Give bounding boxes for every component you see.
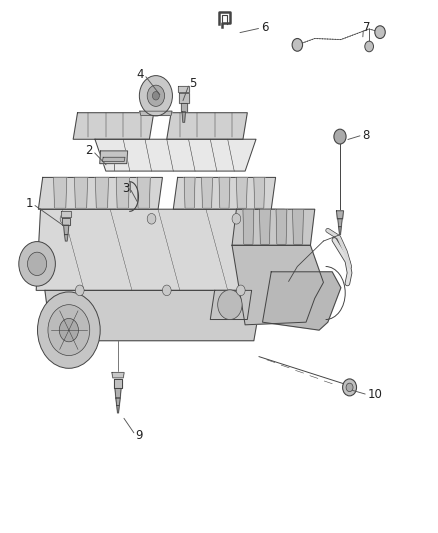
Polygon shape (114, 379, 122, 389)
Polygon shape (336, 211, 343, 219)
Polygon shape (64, 235, 68, 241)
Circle shape (147, 85, 165, 107)
Polygon shape (74, 177, 88, 208)
Polygon shape (259, 209, 270, 244)
Text: 6: 6 (261, 21, 269, 35)
Circle shape (375, 26, 385, 38)
Polygon shape (243, 209, 254, 244)
Circle shape (162, 285, 171, 296)
Polygon shape (262, 272, 341, 330)
Polygon shape (112, 373, 124, 378)
Polygon shape (137, 177, 150, 208)
Text: 5: 5 (189, 77, 197, 90)
Polygon shape (95, 177, 109, 208)
Polygon shape (45, 290, 262, 341)
Polygon shape (102, 157, 125, 161)
Circle shape (28, 252, 47, 276)
Text: 3: 3 (122, 182, 130, 195)
Circle shape (346, 383, 353, 392)
Polygon shape (182, 112, 185, 122)
Polygon shape (179, 93, 188, 103)
Circle shape (19, 241, 55, 286)
Polygon shape (232, 209, 315, 245)
Polygon shape (181, 103, 187, 112)
Text: 2: 2 (85, 144, 93, 157)
Text: 4: 4 (137, 68, 144, 81)
Circle shape (218, 290, 242, 319)
Polygon shape (210, 290, 252, 319)
Polygon shape (140, 111, 172, 115)
Circle shape (38, 292, 100, 368)
Text: 7: 7 (364, 21, 371, 35)
Text: 1: 1 (25, 197, 33, 211)
Circle shape (365, 41, 374, 52)
Polygon shape (116, 398, 120, 406)
Polygon shape (219, 177, 230, 208)
Circle shape (75, 285, 84, 296)
Polygon shape (184, 177, 195, 208)
Polygon shape (61, 212, 71, 217)
Polygon shape (39, 177, 162, 209)
Text: 10: 10 (368, 389, 383, 401)
Polygon shape (167, 113, 247, 139)
Polygon shape (36, 209, 284, 290)
Polygon shape (178, 86, 189, 92)
Polygon shape (115, 389, 121, 398)
Circle shape (237, 285, 245, 296)
Circle shape (334, 129, 346, 144)
Polygon shape (201, 177, 212, 208)
Polygon shape (53, 177, 67, 208)
Circle shape (147, 214, 156, 224)
Polygon shape (293, 209, 304, 244)
Polygon shape (237, 177, 247, 208)
Polygon shape (254, 177, 265, 208)
Polygon shape (100, 151, 127, 164)
Polygon shape (64, 225, 69, 235)
Circle shape (343, 379, 357, 396)
Text: 8: 8 (363, 128, 370, 141)
Polygon shape (338, 219, 342, 227)
Polygon shape (116, 177, 129, 208)
Polygon shape (73, 113, 154, 139)
Polygon shape (339, 227, 341, 235)
Polygon shape (62, 217, 70, 225)
Circle shape (292, 38, 303, 51)
Polygon shape (95, 139, 256, 171)
Circle shape (152, 92, 159, 100)
Polygon shape (232, 245, 323, 325)
Circle shape (60, 214, 69, 224)
Circle shape (59, 318, 78, 342)
Polygon shape (276, 209, 287, 244)
Circle shape (232, 214, 241, 224)
Circle shape (139, 76, 173, 116)
Polygon shape (173, 177, 276, 209)
Text: 9: 9 (135, 429, 143, 442)
Polygon shape (117, 406, 119, 413)
Circle shape (48, 305, 90, 356)
